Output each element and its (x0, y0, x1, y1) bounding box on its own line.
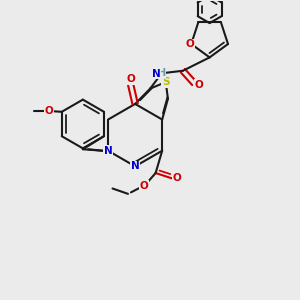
Text: O: O (126, 74, 135, 84)
Text: O: O (140, 181, 149, 190)
Text: N: N (152, 69, 161, 79)
Text: O: O (194, 80, 203, 90)
Text: O: O (173, 173, 182, 183)
Text: S: S (162, 77, 169, 87)
Text: N: N (104, 146, 112, 156)
Text: N: N (131, 161, 140, 171)
Text: H: H (158, 68, 166, 78)
Text: O: O (45, 106, 54, 116)
Text: O: O (185, 39, 194, 49)
